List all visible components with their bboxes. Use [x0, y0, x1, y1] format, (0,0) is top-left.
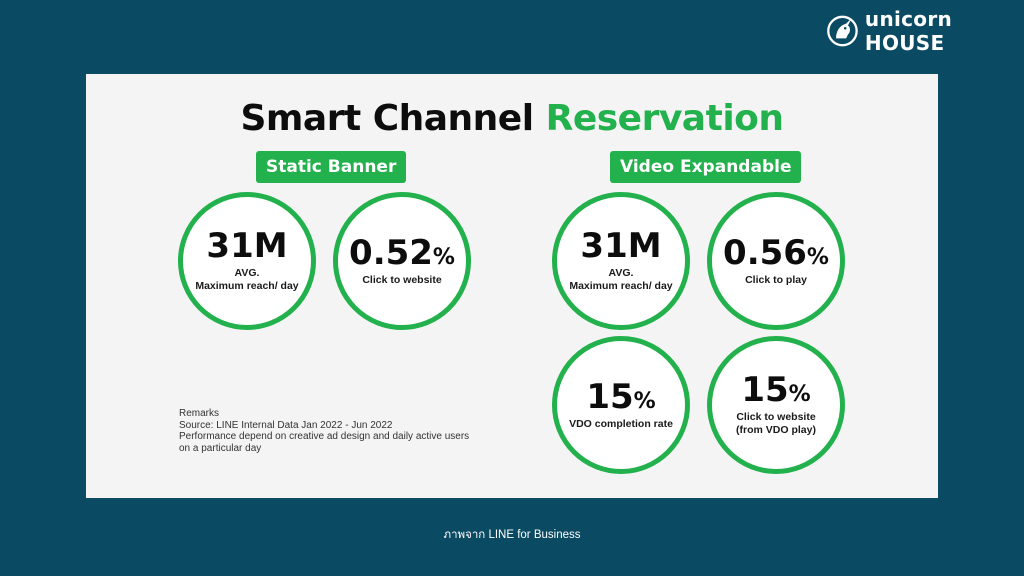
metric-label: Click to website: [362, 273, 442, 286]
brand-name: unicorn HOUSE: [864, 7, 953, 55]
metric-label: AVG.: [608, 267, 634, 279]
metric-label: VDO completion rate: [569, 417, 673, 430]
metric-sublabel: Maximum reach/ day: [569, 280, 673, 292]
metric-sublabel: (from VDO play): [736, 424, 816, 436]
remarks-line: Performance depend on creative ad design…: [179, 431, 470, 442]
metric-circle-video-click-website: 15% Click to website (from VDO play): [707, 336, 845, 474]
remarks: Remarks Source: LINE Internal Data Jan 2…: [179, 408, 509, 454]
metric-value: 15%: [741, 370, 811, 410]
metric-label: AVG.: [234, 267, 260, 279]
metric-value: 15%: [586, 376, 656, 417]
title-main: Smart Channel: [240, 98, 534, 139]
unicorn-icon: [827, 15, 858, 47]
brand-logo: unicorn HOUSE: [826, 7, 1024, 55]
section-badge-video-expandable: Video Expandable: [610, 151, 802, 183]
metric-value: 0.52%: [349, 232, 455, 273]
metric-label: Click to play: [745, 273, 807, 286]
metric-value: 0.56%: [723, 232, 829, 273]
remarks-heading: Remarks: [179, 408, 220, 419]
metric-sublabel: Maximum reach/ day: [195, 280, 299, 292]
metric-circle-video-play: 0.56% Click to play: [707, 192, 845, 330]
metric-circle-static-ctr: 0.52% Click to website: [333, 192, 471, 330]
title-accent: Reservation: [545, 98, 784, 139]
content-card: Smart Channel Reservation Static Banner …: [86, 74, 938, 498]
remarks-line: Source: LINE Internal Data Jan 2022 - Ju…: [179, 419, 393, 431]
metric-circle-video-completion: 15% VDO completion rate: [552, 336, 690, 474]
metric-value: 31M: [580, 226, 662, 266]
metric-circle-static-reach: 31M AVG. Maximum reach/ day: [178, 192, 316, 330]
metric-label: Click to website: [736, 411, 816, 423]
metric-value: 31M: [206, 226, 288, 266]
section-badge-static-banner: Static Banner: [256, 151, 407, 183]
metric-circle-video-reach: 31M AVG. Maximum reach/ day: [552, 192, 690, 330]
image-caption: ภาพจาก LINE for Business: [443, 529, 581, 541]
remarks-line: on a particular day: [179, 442, 262, 454]
page-title: Smart Channel Reservation: [86, 98, 938, 139]
